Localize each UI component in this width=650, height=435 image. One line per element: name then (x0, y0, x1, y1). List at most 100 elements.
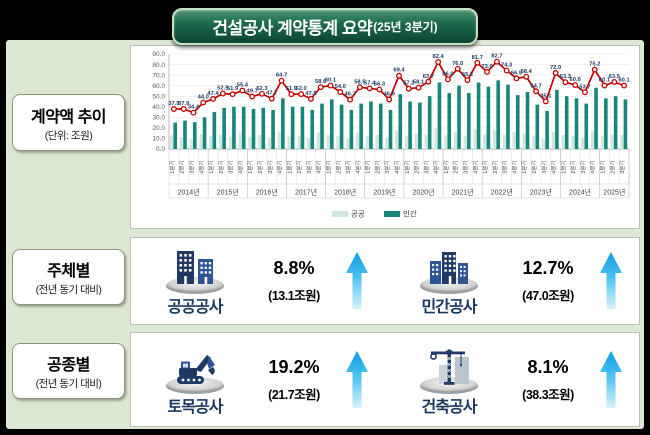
svg-text:54.0: 54.0 (335, 84, 346, 90)
svg-text:73.0: 73.0 (481, 64, 492, 70)
private-construction-label: 민간공사 (421, 299, 478, 316)
svg-text:2015년: 2015년 (217, 188, 239, 197)
private-construction-amount: (47.0조원) (522, 289, 574, 303)
svg-text:90.0: 90.0 (152, 51, 165, 58)
svg-text:60.1: 60.1 (599, 78, 611, 84)
civil-construction-item: 토목공사 19.2% (21.7조원) (131, 333, 385, 426)
private-construction-item: 민간공사 12.7% (47.0조원) (385, 238, 639, 324)
section-label-trend: 계약액 추이 (단위: 조원) (12, 94, 125, 151)
svg-text:2014년: 2014년 (178, 188, 200, 197)
section-label-subject: 주체별 (전년 동기 대비) (12, 249, 125, 305)
svg-text:60.0: 60.0 (152, 83, 165, 90)
svg-text:76.0: 76.0 (452, 61, 463, 67)
public-construction-pct: 8.8% (273, 258, 315, 278)
svg-text:46.7: 46.7 (344, 92, 355, 98)
svg-text:80.0: 80.0 (152, 62, 165, 69)
svg-text:2019년: 2019년 (373, 188, 395, 197)
svg-text:60.1: 60.1 (618, 78, 630, 84)
svg-text:1분기: 1분기 (207, 160, 215, 173)
svg-text:3분기: 3분기 (422, 160, 430, 173)
svg-text:63.7: 63.7 (423, 74, 434, 80)
private-buildings-icon (420, 252, 478, 294)
section-label-type: 공종별 (전년 동기 대비) (12, 343, 125, 399)
civil-construction-pct: 19.2% (268, 356, 320, 377)
svg-text:2분기: 2분기 (569, 160, 577, 173)
public-construction-label: 공공공사 (167, 299, 224, 316)
svg-text:0.0: 0.0 (156, 146, 165, 153)
svg-text:1분기: 1분기 (599, 160, 607, 173)
svg-text:63.5: 63.5 (609, 74, 621, 80)
svg-text:3분기: 3분기 (344, 160, 352, 173)
svg-text:46.9: 46.9 (384, 91, 396, 97)
svg-text:52.0: 52.0 (295, 86, 306, 92)
svg-text:4분기: 4분기 (471, 160, 479, 173)
svg-text:37.9: 37.9 (168, 101, 180, 107)
svg-text:50.0: 50.0 (152, 93, 165, 100)
svg-text:58.5: 58.5 (354, 79, 366, 85)
svg-text:2분기: 2분기 (530, 160, 538, 173)
svg-text:4분기: 4분기 (393, 160, 401, 173)
svg-text:2023년: 2023년 (530, 188, 552, 197)
svg-text:30.0: 30.0 (152, 115, 165, 122)
tower-crane-icon (420, 348, 478, 394)
svg-text:1분기: 1분기 (481, 160, 489, 173)
svg-text:49.7: 49.7 (247, 89, 258, 95)
svg-text:37.9: 37.9 (178, 101, 190, 107)
section-label-trend-sub: (단위: 조원) (44, 129, 93, 142)
svg-text:57.2: 57.2 (403, 81, 414, 87)
svg-text:3분기: 3분기 (579, 160, 587, 173)
svg-text:3분기: 3분기 (462, 160, 470, 173)
title-banner: 건설공사 계약통계 요약 (25년 3분기) (172, 8, 478, 45)
svg-text:60.6: 60.6 (570, 77, 582, 83)
svg-text:58.1: 58.1 (413, 80, 425, 86)
svg-text:1분기: 1분기 (285, 160, 293, 173)
svg-text:3분기: 3분기 (305, 160, 313, 173)
up-arrow-icon (600, 252, 622, 309)
svg-text:51.9: 51.9 (227, 86, 239, 92)
contract-trend-chart: 0.0 10.0 20.0 30.0 40.0 50.0 60.0 70.0 80.0 90.0 3… (152, 51, 630, 219)
svg-text:4분기: 4분기 (589, 160, 597, 173)
svg-text:4분기: 4분기 (276, 160, 284, 173)
svg-text:2016년: 2016년 (256, 188, 278, 197)
building-construction-label: 건축공사 (421, 398, 478, 416)
public-construction-item: 공공공사 8.8% (13.1조원) (131, 238, 385, 324)
svg-text:52.3: 52.3 (256, 86, 268, 92)
svg-text:66.0: 66.0 (442, 71, 453, 77)
svg-text:2분기: 2분기 (373, 160, 381, 173)
svg-text:65.2: 65.2 (462, 72, 473, 78)
svg-text:2020년: 2020년 (412, 188, 434, 197)
svg-text:3분기: 3분기 (618, 160, 626, 173)
svg-text:4분기: 4분기 (197, 160, 205, 173)
svg-text:82.4: 82.4 (433, 54, 445, 60)
svg-text:1분기: 1분기 (246, 160, 254, 173)
svg-text:75.2: 75.2 (589, 62, 600, 68)
svg-text:4분기: 4분기 (510, 160, 518, 173)
civil-construction-label: 토목공사 (167, 398, 224, 416)
svg-text:1분기: 1분기 (364, 160, 372, 173)
svg-text:81.7: 81.7 (472, 55, 483, 61)
svg-text:40.0: 40.0 (152, 104, 165, 111)
svg-text:2022년: 2022년 (491, 188, 513, 197)
svg-text:3분기: 3분기 (501, 160, 509, 173)
svg-text:2분기: 2분기 (256, 160, 264, 173)
public-buildings-icon (166, 251, 224, 294)
public-construction-amount: (13.1조원) (268, 289, 320, 303)
svg-text:1분기: 1분기 (520, 160, 528, 173)
up-arrow-icon (600, 350, 622, 408)
svg-text:55.4: 55.4 (237, 83, 249, 89)
page-title-period: (25년 3분기) (373, 20, 438, 34)
svg-text:66.9: 66.9 (511, 70, 523, 76)
excavator-icon (166, 354, 224, 394)
svg-text:4분기: 4분기 (236, 160, 244, 173)
svg-text:60.1: 60.1 (325, 78, 337, 84)
svg-text:45.1: 45.1 (540, 93, 552, 99)
private-construction-pct: 12.7% (522, 258, 574, 278)
svg-text:공공: 공공 (351, 210, 365, 219)
svg-text:4분기: 4분기 (354, 160, 362, 173)
svg-text:72.0: 72.0 (550, 65, 561, 71)
svg-text:47.4: 47.4 (207, 91, 219, 97)
up-arrow-icon (346, 350, 368, 408)
svg-text:3분기: 3분기 (383, 160, 391, 173)
svg-text:63.3: 63.3 (560, 74, 572, 80)
